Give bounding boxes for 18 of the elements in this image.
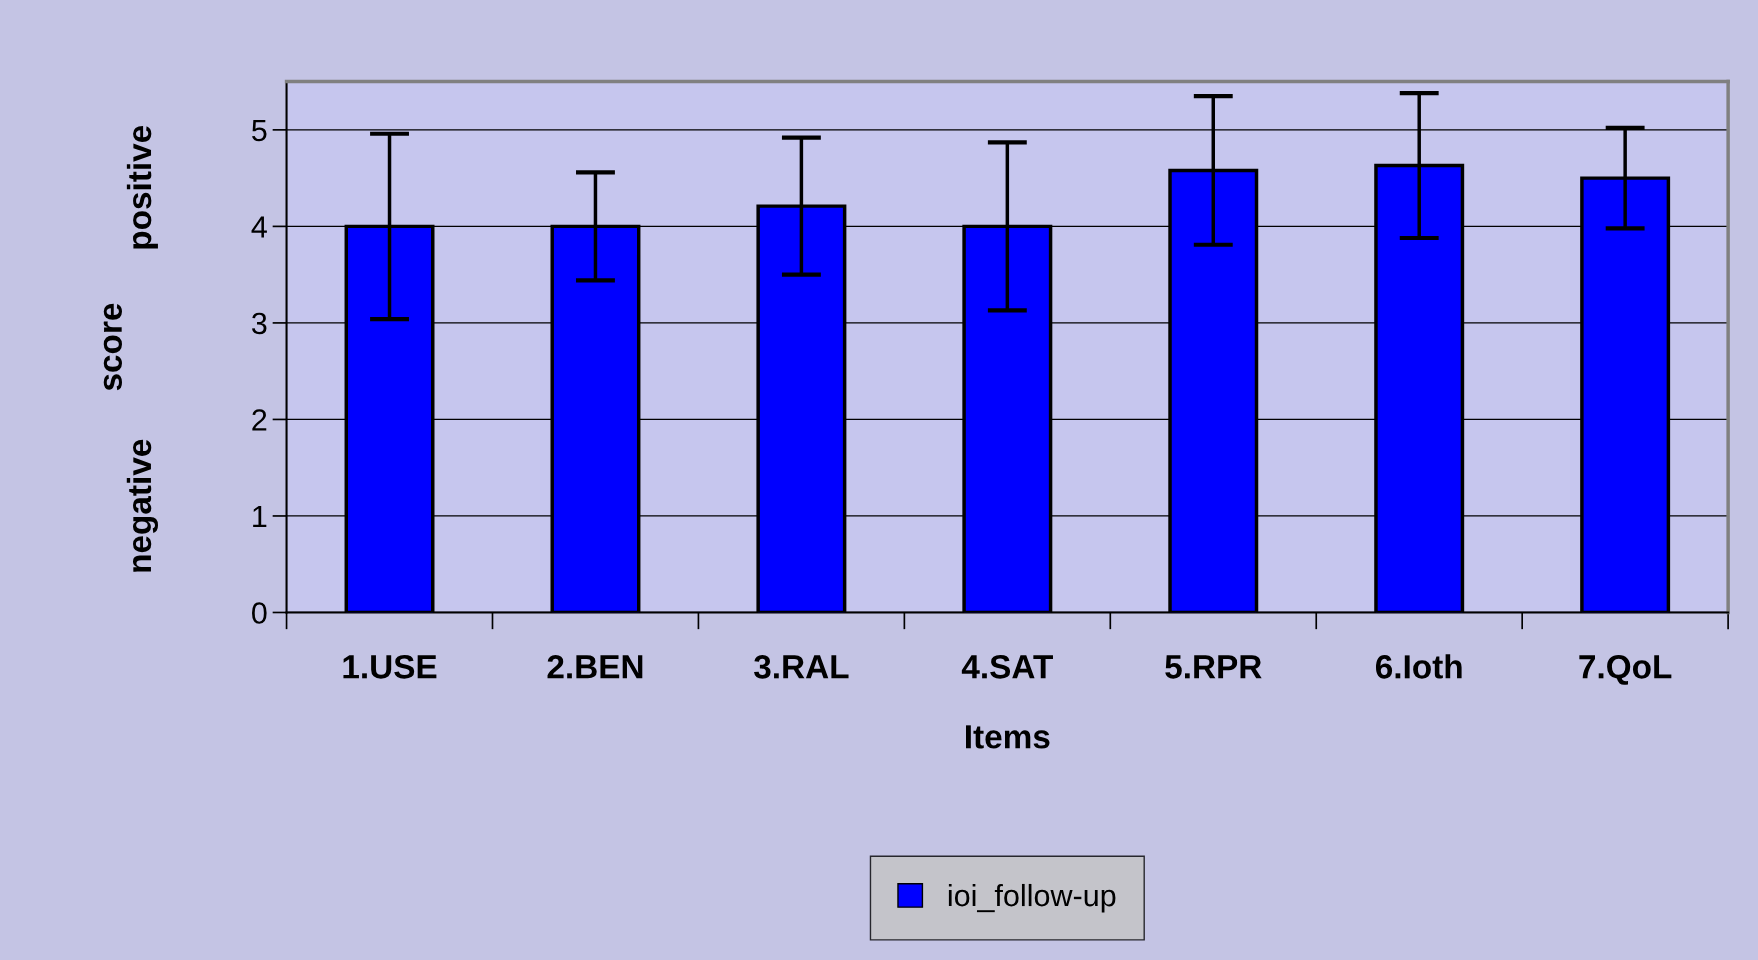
x-tick-label: 3.RAL [754, 655, 849, 679]
x-tick-label: 5.RPR [1165, 655, 1262, 679]
x-tick-label: 1.USE [343, 655, 437, 679]
text: negative [126, 439, 159, 572]
text: positive [126, 125, 158, 249]
y-tick-label: 3 [251, 312, 267, 335]
y-tick-label: 4 [251, 216, 267, 238]
y-tick-label: 0 [252, 602, 267, 624]
y-tick-label: 5 [252, 119, 267, 142]
x-axis-title: Items [966, 725, 1050, 749]
y-tick-label: 2 [252, 409, 267, 431]
x-tick-label: 4.SAT [961, 655, 1053, 679]
legend-label: ioi_follow-up [948, 883, 1116, 913]
y-tick-label: 1 [253, 506, 267, 528]
x-tick-label: 7.QoL [1579, 655, 1672, 685]
x-tick-label: 6.Ioth [1375, 654, 1462, 679]
x-tick-label: 2.BEN [547, 655, 643, 679]
y-axis-title: score [103, 303, 122, 391]
